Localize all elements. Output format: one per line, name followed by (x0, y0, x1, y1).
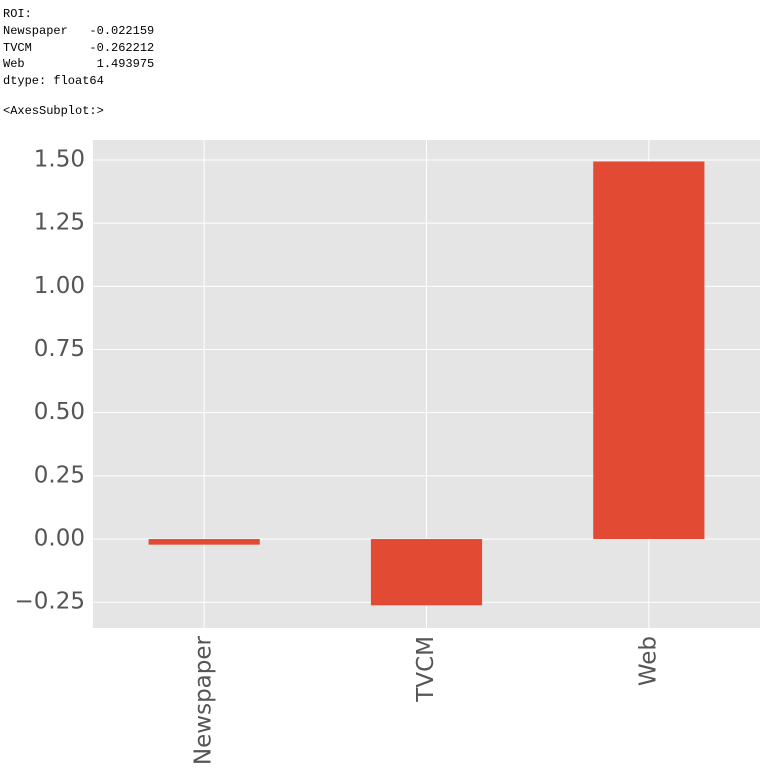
y-tick-label: 1.00 (34, 273, 85, 299)
y-tick-label: 0.75 (34, 336, 85, 362)
y-tick-label: 0.50 (34, 399, 85, 425)
x-tick-label: Web (635, 636, 661, 686)
bar (593, 161, 705, 540)
x-tick-label: Newspaper (191, 635, 217, 765)
output-line: ROI: (3, 7, 32, 21)
output-line: TVCM -0.262212 (3, 41, 154, 55)
y-tick-label: 0.25 (34, 462, 85, 488)
x-tick-label: TVCM (413, 636, 439, 703)
y-tick-label: 0.00 (34, 526, 85, 552)
output-line: Newspaper -0.022159 (3, 24, 154, 38)
output-repr: <AxesSubplot:> (3, 104, 104, 118)
y-tick-label: −0.25 (15, 589, 85, 615)
output-line: Web 1.493975 (3, 57, 154, 71)
output-line: dtype: float64 (3, 74, 104, 88)
bar (148, 539, 260, 545)
y-tick-label: 1.25 (34, 210, 85, 236)
y-tick-label: 1.50 (34, 146, 85, 172)
bar (370, 539, 483, 606)
